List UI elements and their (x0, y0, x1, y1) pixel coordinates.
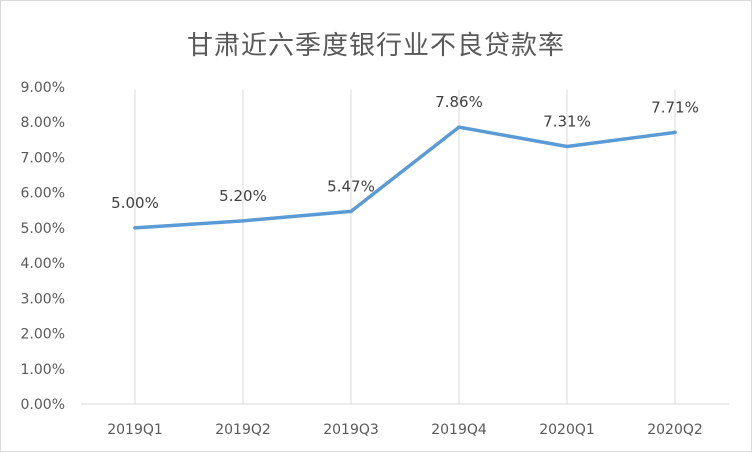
y-tick-label: 2.00% (21, 327, 65, 343)
data-point (673, 130, 677, 135)
y-tick-label: 5.00% (21, 221, 65, 237)
x-tick-label: 2019Q2 (215, 422, 271, 438)
data-label: 7.71% (651, 98, 699, 116)
y-tick-label: 6.00% (21, 186, 65, 202)
y-tick-label: 7.00% (21, 150, 65, 166)
series-line (133, 125, 677, 230)
x-tick-label: 2019Q4 (431, 422, 487, 438)
y-tick-label: 3.00% (21, 291, 65, 307)
series-layer (133, 125, 677, 230)
y-tick-label: 0.00% (21, 397, 65, 413)
x-tick-label: 2020Q1 (539, 422, 595, 438)
y-tick-label: 9.00% (21, 80, 65, 96)
data-point (241, 219, 245, 223)
data-point (457, 125, 461, 129)
y-axis-tick-labels: 0.00% 1.00% 2.00% 3.00% 4.00% 5.00% 6.00% 7.00%… (21, 80, 65, 413)
data-point (565, 144, 569, 149)
data-label: 5.20% (219, 187, 267, 205)
x-tick-label: 2019Q1 (107, 422, 163, 438)
data-label: 5.47% (327, 177, 375, 195)
grid-layer (134, 90, 676, 404)
y-tick-label: 8.00% (21, 115, 65, 131)
data-label: 5.00% (111, 194, 159, 212)
chart-title: 甘肃近六季度银行业不良贷款率 (187, 31, 565, 61)
data-point (133, 226, 137, 230)
y-tick-label: 1.00% (21, 362, 65, 378)
data-label: 7.31% (543, 113, 591, 131)
data-point (349, 209, 353, 214)
x-axis-tick-labels: 2019Q1 2019Q2 2019Q3 2019Q4 2020Q1 2020Q2 (107, 422, 703, 438)
data-label-layer: 5.00% 5.20% 5.47% 7.86% 7.31% 7.71% (111, 93, 699, 212)
x-tick-label: 2019Q3 (323, 422, 379, 438)
x-tick-label: 2020Q2 (647, 422, 703, 438)
data-label: 7.86% (435, 93, 483, 111)
y-tick-label: 4.00% (21, 256, 65, 272)
